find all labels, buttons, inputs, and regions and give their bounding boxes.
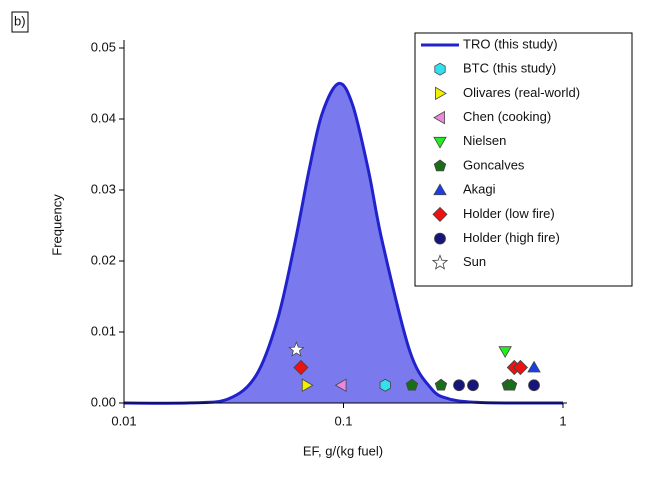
legend-label: Nielsen xyxy=(463,133,506,148)
marker xyxy=(379,378,391,392)
x-tick-label: 0.01 xyxy=(111,413,136,428)
y-tick-label: 0.00 xyxy=(91,394,116,409)
marker xyxy=(435,86,447,101)
legend-label: Goncalves xyxy=(463,157,525,172)
legend-label: Akagi xyxy=(463,182,496,197)
panel-box xyxy=(11,11,29,33)
marker xyxy=(453,379,465,392)
x-tick-label: 1 xyxy=(559,413,566,428)
legend-label: Holder (high fire) xyxy=(463,230,560,245)
y-tick-label: 0.02 xyxy=(91,252,116,267)
legend-label: Olivares (real-world) xyxy=(463,85,580,100)
marker xyxy=(434,62,446,76)
marker xyxy=(405,378,419,391)
legend-label: Sun xyxy=(463,254,486,269)
y-tick-label: 0.01 xyxy=(91,323,116,338)
y-tick-label: 0.04 xyxy=(91,110,116,125)
line xyxy=(123,81,564,405)
legend-label: TRO (this study) xyxy=(463,36,558,51)
legend-box xyxy=(414,32,633,287)
marker xyxy=(432,206,448,222)
marker xyxy=(433,183,447,196)
marker xyxy=(434,232,446,245)
marker xyxy=(498,346,512,358)
y-tick-label: 0.05 xyxy=(91,39,116,54)
marker xyxy=(504,378,518,391)
marker xyxy=(433,110,445,125)
y-tick-label: 0.03 xyxy=(91,181,116,196)
marker xyxy=(527,360,541,373)
marker xyxy=(433,136,447,149)
x-axis-label: EF, g/(kg fuel) xyxy=(303,443,383,458)
y-axis-label: Frequency xyxy=(49,194,64,256)
marker xyxy=(467,379,479,392)
marker xyxy=(334,378,347,393)
area-fill xyxy=(124,83,563,404)
marker xyxy=(512,359,529,376)
legend-label: Chen (cooking) xyxy=(463,109,551,124)
marker xyxy=(431,254,449,270)
marker xyxy=(301,378,314,393)
legend-label: Holder (low fire) xyxy=(463,206,555,221)
marker xyxy=(434,378,448,391)
marker xyxy=(528,379,540,392)
panel-label: b) xyxy=(14,13,26,28)
marker xyxy=(288,341,305,357)
marker xyxy=(293,359,309,376)
legend-label: BTC (this study) xyxy=(463,61,556,76)
marker xyxy=(433,159,447,172)
x-tick-label: 0.1 xyxy=(334,413,352,428)
